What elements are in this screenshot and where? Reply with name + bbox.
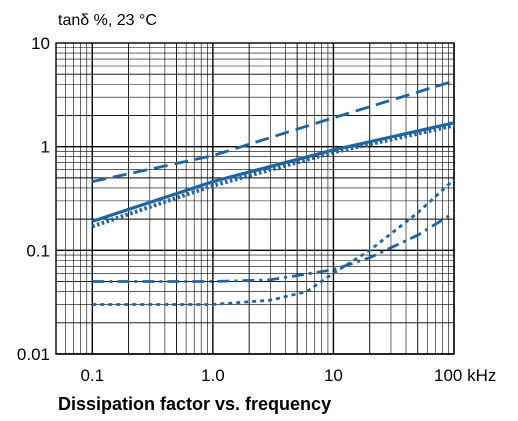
- x-tick-label: 10: [324, 366, 343, 385]
- x-tick-labels: 0.1 1.0 10 100 kHz: [80, 366, 496, 385]
- x-tick-label: 0.1: [80, 366, 104, 385]
- series-lines: [91, 79, 455, 306]
- x-tick-label: 100 kHz: [434, 366, 496, 385]
- series-line-dash-dot: [92, 211, 455, 283]
- y-tick-label: 1: [41, 138, 50, 157]
- grid: [55, 43, 455, 355]
- series-line-solid: [91, 121, 455, 223]
- y-tick-label: 10: [31, 34, 50, 53]
- y-tick-label: 0.1: [26, 241, 50, 260]
- series-line-short-dash: [92, 178, 455, 306]
- x-tick-label: 1.0: [201, 366, 225, 385]
- series-line-dotted: [91, 123, 455, 229]
- chart-title: Dissipation factor vs. frequency: [58, 394, 331, 414]
- y-tick-label: 0.01: [17, 345, 50, 364]
- plot-frame: [55, 42, 455, 355]
- y-axis-label: tanδ %, 23 °C: [58, 12, 157, 29]
- y-tick-labels: 10 1 0.1 0.01: [17, 34, 50, 364]
